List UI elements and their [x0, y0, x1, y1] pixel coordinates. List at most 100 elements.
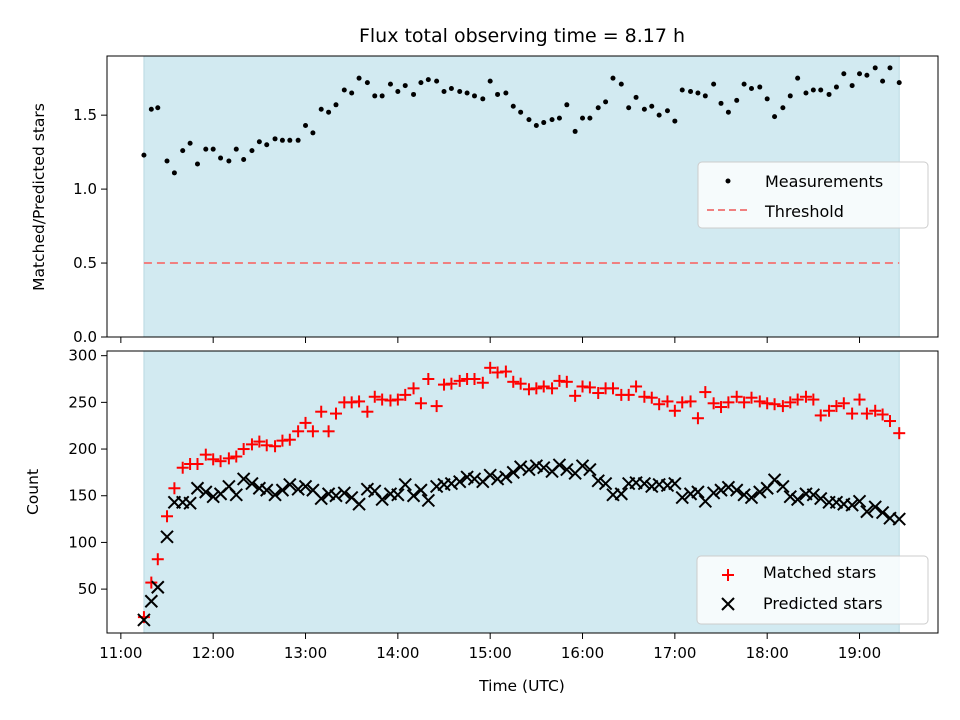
measurement-point: [841, 71, 847, 77]
legend-matched-label: Matched stars: [763, 563, 876, 582]
matched-star-point: [399, 388, 412, 401]
matched-star-point: [860, 407, 873, 420]
predicted-star-point: [675, 490, 689, 505]
top-legend: Measurements Threshold: [697, 161, 929, 229]
measurement-point: [148, 106, 154, 112]
matched-star-point: [630, 380, 643, 393]
x-tick-label: 11:00: [99, 644, 142, 662]
matched-star-point: [453, 374, 466, 387]
measurement-point: [541, 120, 547, 126]
matched-star-point: [315, 405, 328, 418]
predicted-star-point: [852, 494, 867, 509]
matched-star-point: [893, 427, 906, 440]
predicted-star-point: [329, 489, 343, 503]
measurement-point: [764, 96, 770, 102]
x-tick-label: 15:00: [469, 644, 512, 662]
matched-star-point: [499, 365, 512, 378]
matched-star-point: [791, 393, 804, 406]
predicted-star-point: [453, 475, 467, 489]
predicted-star-point: [206, 489, 220, 504]
predicted-stars-points: [137, 458, 906, 627]
measurement-point: [171, 170, 177, 176]
measurement-point: [379, 93, 385, 99]
measurement-point: [349, 90, 355, 96]
predicted-star-point: [668, 476, 682, 491]
predicted-star-point: [160, 530, 174, 544]
bottom-x-axis: 11:00 12:00 13:00 14:00 15:00 16:00 17:00 18:00…: [99, 633, 881, 662]
measurement-point: [487, 78, 493, 84]
measurement-point: [610, 75, 616, 81]
top-panel: 0.0 0.5 1.0 1.5 Matched/Predicted stars Mea…: [30, 55, 939, 346]
measurement-point: [887, 65, 893, 71]
measurement-point: [480, 96, 486, 102]
predicted-star-point: [467, 472, 482, 486]
measurement-point: [741, 81, 747, 87]
bottom-axes-frame: [106, 350, 939, 634]
predicted-star-point: [737, 488, 751, 502]
predicted-star-point: [583, 462, 597, 477]
bottom-y-tick-label: 50: [78, 580, 97, 598]
predicted-star-point: [414, 483, 428, 497]
matched-star-point: [776, 400, 789, 413]
legend-predicted-label: Predicted stars: [763, 594, 883, 613]
matched-star-point: [784, 396, 797, 409]
measurement-point: [272, 136, 278, 142]
matched-star-point: [684, 395, 697, 408]
x-tick-label: 19:00: [838, 644, 881, 662]
measurement-point: [194, 161, 200, 167]
matched-star-point: [830, 400, 843, 413]
measurement-point: [664, 108, 670, 114]
bottom-y-axis-label: Count: [24, 469, 42, 515]
measurement-point: [141, 152, 147, 158]
matched-star-point: [853, 393, 866, 406]
predicted-star-point: [892, 512, 906, 526]
measurement-point: [411, 91, 417, 97]
measurement-point: [826, 91, 832, 97]
predicted-star-point: [406, 489, 421, 503]
predicted-star-point: [522, 462, 536, 477]
measurement-point: [672, 118, 678, 124]
matched-star-point: [391, 393, 404, 406]
measurement-point: [510, 103, 516, 109]
predicted-star-point: [730, 483, 744, 497]
matched-star-point: [699, 386, 712, 399]
measurement-point: [471, 93, 477, 99]
measurement-point: [434, 78, 440, 84]
bottom-y-axis: 50 100 150 200 250 300: [68, 347, 107, 598]
predicted-star-point: [260, 483, 274, 497]
measurement-point: [679, 87, 685, 93]
predicted-star-point: [637, 476, 652, 491]
matched-star-point: [145, 576, 158, 589]
predicted-star-point: [151, 580, 165, 594]
matched-star-point: [322, 425, 335, 438]
matched-star-point: [191, 457, 204, 470]
matched-star-point: [484, 361, 497, 374]
measurement-point: [464, 90, 470, 96]
measurement-point: [833, 84, 839, 90]
measurement-point: [249, 148, 255, 154]
top-y-tick-label: 0.0: [73, 328, 97, 346]
bottom-legend: Matched stars Predicted stars: [696, 555, 929, 625]
measurement-point: [734, 97, 740, 103]
measurement-point: [180, 148, 186, 154]
predicted-star-point: [283, 477, 297, 492]
measurement-point: [495, 91, 501, 97]
bottom-y-tick-label: 200: [68, 440, 97, 458]
measurement-point: [402, 83, 408, 89]
measurement-point: [425, 77, 431, 83]
matched-star-point: [269, 440, 282, 453]
matched-star-point: [823, 404, 836, 417]
chart-title: Flux total observing time = 8.17 h: [359, 25, 685, 47]
matched-star-point: [214, 455, 227, 468]
predicted-star-point: [499, 470, 513, 484]
measurement-point: [711, 81, 717, 87]
matched-star-point: [645, 391, 658, 404]
predicted-star-point: [236, 472, 251, 486]
predicted-star-point: [537, 461, 551, 475]
legend-matched-marker: [722, 569, 734, 581]
measurement-point: [395, 88, 401, 94]
legend-threshold-label: Threshold: [764, 202, 844, 221]
predicted-star-point: [398, 477, 412, 492]
matched-star-point: [151, 553, 164, 566]
x-tick-label: 14:00: [376, 644, 419, 662]
